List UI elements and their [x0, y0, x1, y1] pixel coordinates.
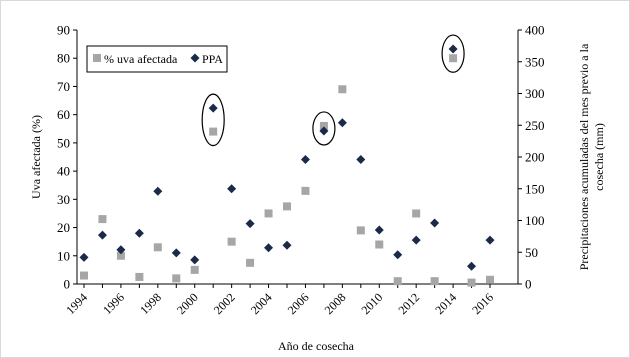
y-left-tick-label: 50 [57, 135, 70, 150]
point-uva-afectada [375, 240, 384, 249]
legend-box [86, 45, 228, 73]
point-uva-afectada [190, 265, 199, 274]
point-ppa [448, 44, 458, 54]
point-ppa [374, 225, 384, 235]
point-ppa [393, 250, 403, 260]
legend-label-ppa: PPA [202, 52, 223, 66]
point-uva-afectada [80, 271, 88, 280]
point-uva-afectada [467, 278, 476, 287]
point-ppa [79, 252, 89, 262]
y-left-tick-label: 40 [57, 164, 70, 179]
point-ppa [227, 184, 237, 194]
y-left-tick-label: 20 [57, 220, 70, 235]
point-uva-afectada [486, 275, 494, 284]
point-ppa [411, 235, 421, 245]
point-uva-afectada [430, 277, 439, 286]
point-ppa [337, 118, 347, 128]
point-uva-afectada [246, 258, 255, 267]
point-ppa [171, 248, 181, 258]
point-uva-afectada [172, 274, 181, 283]
highlight-ellipse [312, 111, 336, 146]
point-uva-afectada [301, 186, 310, 195]
legend-marker-ppa [190, 53, 200, 63]
point-uva-afectada [135, 272, 144, 281]
point-uva-afectada [319, 121, 328, 130]
point-ppa [356, 155, 366, 165]
point-uva-afectada [283, 202, 291, 211]
y-right-tick-label: 400 [525, 23, 545, 38]
point-ppa [208, 103, 218, 113]
point-uva-afectada [356, 226, 365, 235]
y-right-tick-label: 250 [525, 118, 545, 133]
y-left-tick-label: 60 [57, 107, 70, 122]
x-axis-label: Año de cosecha [278, 339, 355, 353]
point-uva-afectada [209, 127, 218, 136]
point-uva-afectada [227, 237, 236, 246]
y-axis-right-label-line: Precipitaciones acumuladas del mes previ… [577, 43, 591, 270]
point-uva-afectada [153, 243, 162, 252]
point-ppa [264, 243, 274, 253]
y-right-tick-label: 150 [525, 181, 545, 196]
point-ppa [153, 186, 163, 196]
point-ppa [134, 228, 144, 238]
point-uva-afectada [338, 85, 347, 94]
point-uva-afectada [98, 215, 107, 224]
point-ppa [97, 230, 107, 240]
point-ppa [116, 245, 126, 255]
y-right-tick-label: 350 [525, 54, 545, 69]
y-right-tick-label: 0 [525, 277, 532, 292]
legend-marker-uva-afectada [93, 54, 101, 62]
y-left-tick-label: 80 [57, 51, 70, 66]
point-ppa [485, 235, 495, 245]
point-ppa [282, 240, 292, 250]
highlight-ellipse [441, 34, 465, 73]
point-uva-afectada [449, 54, 458, 63]
point-ppa [190, 255, 200, 265]
y-axis-right-label-line: cosecha (mm) [592, 123, 606, 191]
point-ppa [467, 261, 477, 271]
y-right-tick-label: 200 [525, 150, 545, 165]
point-ppa [319, 126, 329, 136]
point-uva-afectada [412, 209, 421, 218]
y-left-tick-label: 0 [64, 277, 71, 292]
marks [79, 44, 495, 287]
y-right-tick-label: 300 [525, 86, 545, 101]
axes: Precipitaciones acumuladas del mes previ… [76, 30, 606, 285]
point-uva-afectada [264, 209, 273, 218]
point-ppa [245, 219, 255, 229]
y-left-tick-label: 90 [57, 23, 70, 38]
y-left-tick-label: 10 [57, 248, 70, 263]
point-ppa [300, 155, 310, 165]
y-axis-right-label: Precipitaciones acumuladas del mes previ… [577, 43, 606, 270]
point-uva-afectada [116, 251, 125, 260]
y-left-tick-label: 70 [57, 79, 70, 94]
highlight-ellipses [201, 34, 465, 147]
y-left-tick-label: 30 [57, 192, 70, 207]
highlight-ellipse [201, 93, 225, 147]
y-axis-left-label: Uva afectada (%) [29, 115, 43, 199]
point-ppa [430, 218, 440, 228]
legend: % uva afectada PPA [93, 52, 223, 66]
legend-label-uva-afectada: % uva afectada [104, 52, 178, 66]
y-right-tick-label: 100 [525, 213, 545, 228]
y-right-tick-label: 50 [525, 245, 538, 260]
point-uva-afectada [393, 277, 402, 286]
